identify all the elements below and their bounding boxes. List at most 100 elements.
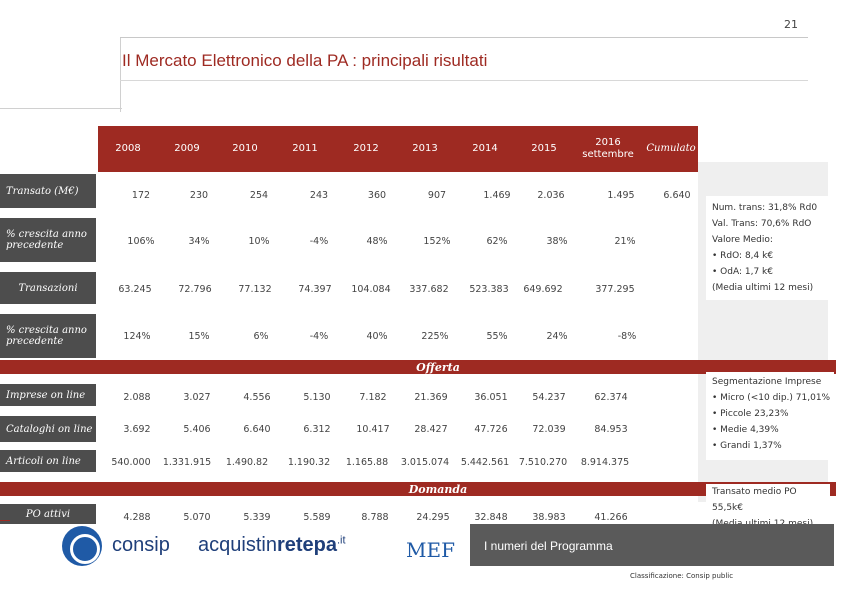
- table-cell: 172: [131, 190, 151, 201]
- table-cell: 1.190.32: [287, 457, 331, 468]
- acquistinretepa-logo: acquistinretepa.it: [198, 534, 346, 557]
- row-label-cataloghi: Cataloghi on line: [0, 416, 96, 442]
- page-title: Il Mercato Elettronico della PA : princi…: [122, 51, 488, 70]
- title-rule: [120, 80, 808, 81]
- table-cell: -4%: [309, 331, 329, 342]
- note-line: 55,5k€: [712, 503, 743, 513]
- column-header: 2012: [353, 143, 379, 154]
- table-cell: 1.469: [483, 190, 511, 201]
- note-imprese: Segmentazione Imprese • Micro (<10 dip.)…: [712, 374, 830, 454]
- table-cell: 77.132: [238, 284, 272, 295]
- column-header: 2011: [292, 143, 318, 154]
- table-cell: 540.000: [111, 457, 151, 468]
- table-cell: 55%: [486, 331, 508, 342]
- table-cell: 230: [189, 190, 209, 201]
- table-cell: 48%: [366, 236, 388, 247]
- note-line: Transato medio PO: [712, 487, 797, 497]
- table-cell: 62.374: [594, 392, 628, 403]
- table-cell: 24.295: [416, 512, 450, 523]
- footer-logos: consip acquistinretepa.it MEF: [60, 520, 480, 570]
- mef-logo: MEF: [406, 538, 455, 562]
- table-cell: 2.088: [123, 392, 151, 403]
- table-cell: 34%: [188, 236, 210, 247]
- table-cell: 3.015.074: [400, 457, 450, 468]
- table-cell: 243: [309, 190, 329, 201]
- column-header: 2013: [412, 143, 438, 154]
- table-cell: 28.427: [414, 424, 448, 435]
- table-cell: 1.495: [607, 190, 635, 201]
- column-header: 2010: [232, 143, 258, 154]
- note-line: Val. Trans: 70,6% RdO: [712, 219, 812, 229]
- table-cell: 63.245: [118, 284, 152, 295]
- table-cell: 72.039: [532, 424, 566, 435]
- table-cell: 907: [427, 190, 447, 201]
- table-cell: 32.848: [474, 512, 508, 523]
- table-cell: 7.510.270: [518, 457, 568, 468]
- table-cell: 84.953: [594, 424, 628, 435]
- note-line: • Grandi 1,37%: [712, 441, 782, 451]
- table-cell: -4%: [309, 236, 329, 247]
- table-cell: 62%: [486, 236, 508, 247]
- table-cell: 38%: [546, 236, 568, 247]
- acq-strong: retepa: [276, 534, 337, 556]
- classification-label: Classificazione: Consip public: [630, 572, 734, 580]
- table-cell: 377.295: [595, 284, 635, 295]
- column-header: 2015: [531, 143, 557, 154]
- table-cell: 523.383: [469, 284, 509, 295]
- table-cell: 5.070: [183, 512, 211, 523]
- table-cell: 649.692: [523, 284, 563, 295]
- table-cell: 36.051: [474, 392, 508, 403]
- table-cell: 38.983: [532, 512, 566, 523]
- table-cell: 3.692: [123, 424, 151, 435]
- note-line: Valore Medio:: [712, 235, 773, 245]
- consip-logo-icon: [62, 526, 102, 566]
- program-band: [470, 524, 834, 566]
- table-cell: 4.556: [243, 392, 271, 403]
- acq-suffix: .it: [336, 534, 346, 547]
- table-cell: 21%: [614, 236, 636, 247]
- note-box-imprese: Segmentazione Imprese • Micro (<10 dip.)…: [706, 372, 834, 460]
- table-cell: 6.312: [303, 424, 331, 435]
- note-line: • Micro (<10 dip.) 71,01%: [712, 393, 831, 403]
- section-band-domanda: Domanda: [0, 482, 836, 496]
- note-line: • OdA: 1,7 k€: [712, 267, 773, 277]
- row-label-articoli: Articoli on line: [0, 450, 96, 472]
- table-cell: 5.406: [183, 424, 211, 435]
- results-table: 2008 2009 2010 2011 2012 2013 2014 2015 …: [0, 126, 836, 526]
- table-cell: 6.640: [243, 424, 271, 435]
- table-cell: 5.589: [303, 512, 331, 523]
- table-cell: 104.084: [351, 284, 391, 295]
- table-cell: 106%: [127, 236, 155, 247]
- table-cell: 6%: [253, 331, 269, 342]
- table-cell: 10.417: [356, 424, 390, 435]
- column-header: 2014: [472, 143, 498, 154]
- note-line: (Media ultimi 12 mesi): [712, 283, 814, 293]
- column-header: 2008: [115, 143, 141, 154]
- row-label-crescita: % crescita anno precedente: [0, 218, 96, 262]
- note-line: Segmentazione Imprese: [712, 377, 822, 387]
- table-cell: 2.036: [537, 190, 565, 201]
- column-header: 2016 settembre: [582, 137, 634, 160]
- table-cell: 337.682: [409, 284, 449, 295]
- table-cell: 254: [249, 190, 269, 201]
- row-label-crescita: % crescita anno precedente: [0, 314, 96, 358]
- table-cell-cumulato: 6.640: [663, 190, 691, 201]
- note-line: Num. trans: 31,8% Rd0: [712, 203, 818, 213]
- table-cell: 5.339: [243, 512, 271, 523]
- table-header: [98, 126, 698, 172]
- program-label: I numeri del Programma: [484, 539, 613, 553]
- red-tick: [0, 520, 10, 521]
- left-divider-horizontal: [0, 108, 122, 109]
- table-cell: 1.490.82: [225, 457, 269, 468]
- table-cell: 360: [367, 190, 387, 201]
- table-cell: 124%: [123, 331, 151, 342]
- page-number: 21: [784, 18, 798, 31]
- acq-prefix: acquistin: [198, 534, 277, 556]
- table-cell: 152%: [423, 236, 451, 247]
- table-cell: 41.266: [594, 512, 628, 523]
- table-cell: 21.369: [414, 392, 448, 403]
- table-cell: 72.796: [178, 284, 212, 295]
- table-cell: 10%: [248, 236, 270, 247]
- note-transazioni: Num. trans: 31,8% Rd0 Val. Trans: 70,6% …: [712, 200, 817, 296]
- table-cell: 4.288: [123, 512, 151, 523]
